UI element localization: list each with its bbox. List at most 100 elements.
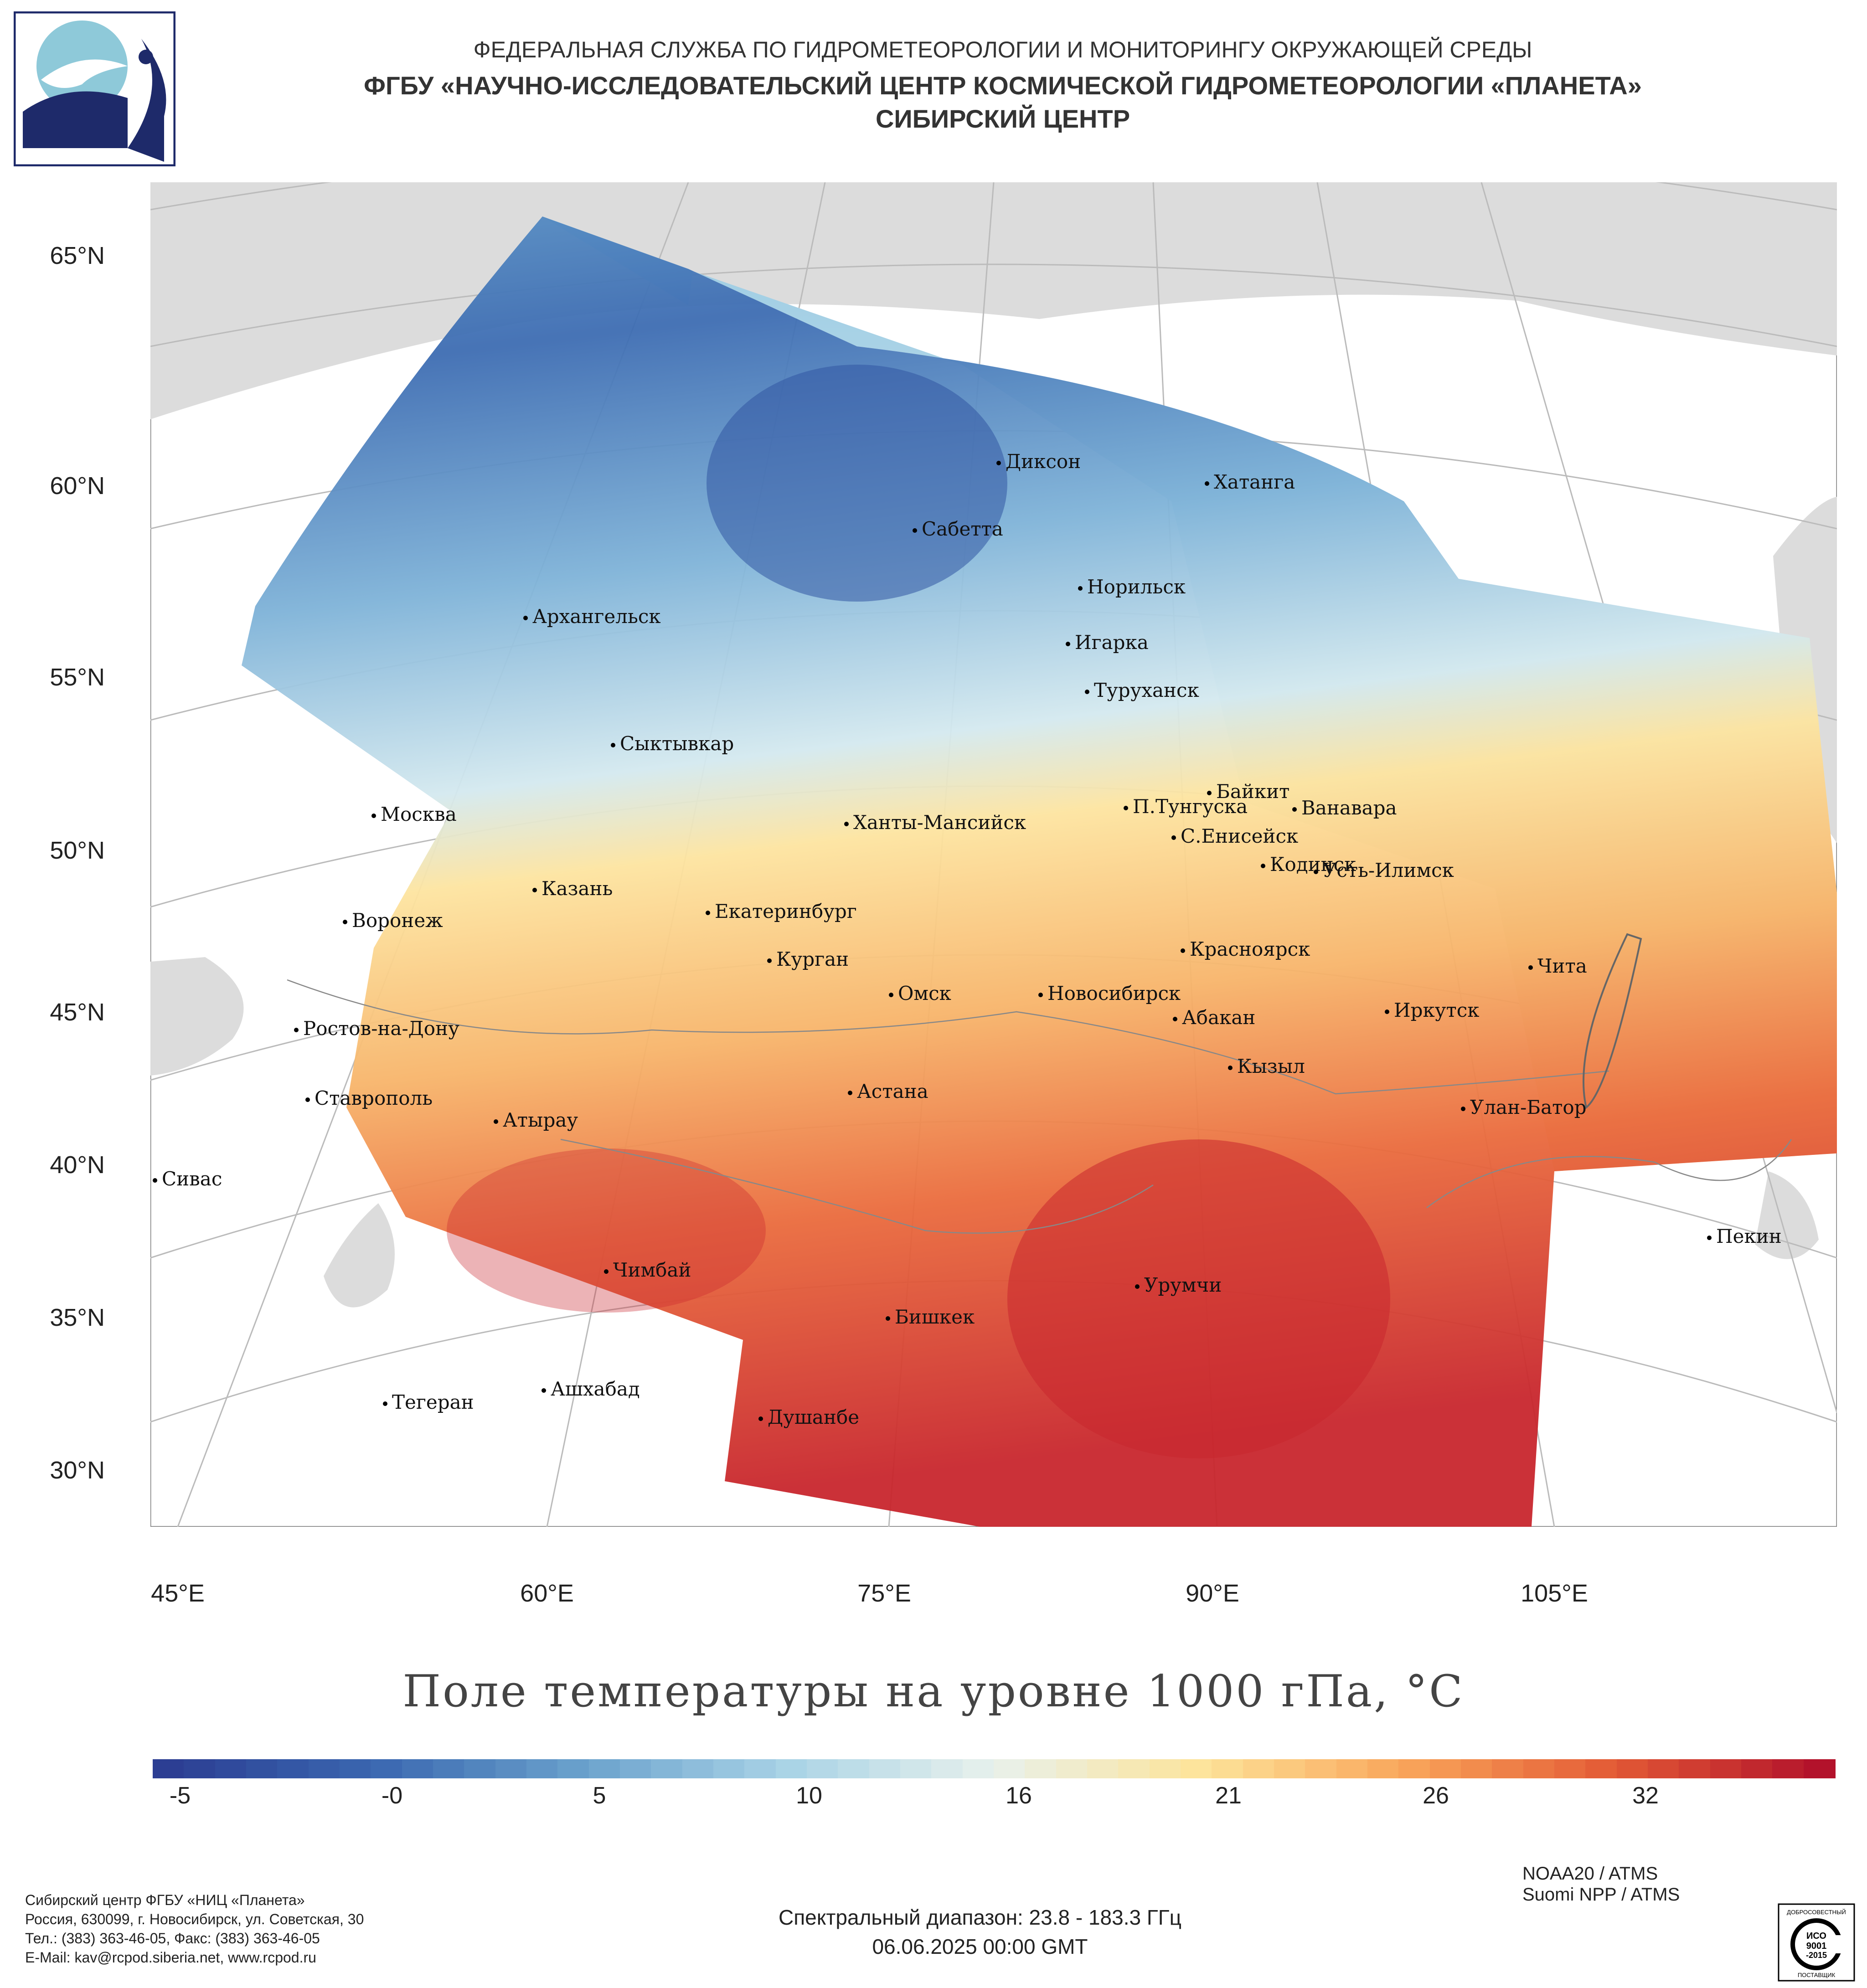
city-kyzyl: Кызыл [1228, 1055, 1305, 1077]
colorbar-segment [433, 1759, 465, 1778]
city-chita: Чита [1528, 955, 1587, 977]
city-dushanbe: Душанбе [758, 1406, 859, 1428]
city-krasnoyarsk: Красноярск [1181, 938, 1310, 960]
city-igarka: Игарка [1066, 631, 1149, 654]
satellite-line: Suomi NPP / ATMS [1522, 1885, 1680, 1905]
lat-label-55: 55°N [50, 664, 105, 691]
colorbar-segment [1087, 1759, 1119, 1778]
city-sabetta: Сабетта [913, 518, 1003, 540]
spectral-range: Спектральный диапазон: 23.8 - 183.3 ГГц [778, 1906, 1182, 1929]
colorbar-segment [682, 1759, 714, 1778]
contact-info: Сибирский центр ФГБУ «НИЦ «Планета» Росс… [25, 1890, 364, 1967]
city-baikit: Байкит [1207, 780, 1289, 803]
colorbar-tick: 10 [796, 1782, 822, 1809]
colorbar-segment [1243, 1759, 1275, 1778]
colorbar-segment [1305, 1759, 1337, 1778]
colorbar-segment [1803, 1759, 1836, 1778]
satellite-line: NOAA20 / ATMS [1522, 1864, 1658, 1884]
city-p-tunguska: П.Тунгуска [1124, 795, 1248, 818]
city-sivas: Сивас [153, 1168, 222, 1190]
colorbar-segment [1149, 1759, 1181, 1778]
map-title: Поле температуры на уровне 1000 гПа, °C [402, 1666, 1465, 1717]
iso-badge-icon: ДОБРОСОВЕСТНЫЙ ИСО 9001 -2015 ПОСТАВЩИК [1778, 1903, 1855, 1982]
city-arkhangelsk: Архангельск [523, 605, 661, 628]
colorbar-segment [807, 1759, 839, 1778]
colorbar-segment [1461, 1759, 1493, 1778]
colorbar-segment [557, 1759, 590, 1778]
colorbar-segment [931, 1759, 964, 1778]
colorbar-segment [651, 1759, 683, 1778]
lon-label-105: 105°E [1521, 1580, 1588, 1607]
lon-label-60: 60°E [520, 1580, 574, 1607]
city-ulan-bator: Улан-Батор [1461, 1096, 1587, 1118]
colorbar-segment [588, 1759, 621, 1778]
colorbar-tick: 32 [1632, 1782, 1659, 1809]
svg-text:ПОСТАВЩИК: ПОСТАВЩИК [1798, 1972, 1836, 1978]
colorbar-segment [1710, 1759, 1742, 1778]
city-yekaterinburg: Екатеринбург [706, 900, 857, 922]
lon-label-75: 75°E [857, 1580, 911, 1607]
colorbar-segment [1336, 1759, 1368, 1778]
contact-line: Тел.: (383) 363-46-05, Факс: (383) 363-4… [25, 1930, 320, 1947]
colorbar-segment [1523, 1759, 1555, 1778]
colorbar-segment [900, 1759, 933, 1778]
colorbar-segment [1492, 1759, 1524, 1778]
city-vanavara: Ванавара [1292, 797, 1397, 819]
city-chimbay: Чимбай [604, 1259, 691, 1281]
city-stavropol: Ставрополь [305, 1087, 433, 1109]
city-kurgan: Курган [767, 948, 849, 970]
city-dikson: Диксон [996, 450, 1081, 473]
colorbar-segment [1118, 1759, 1150, 1778]
colorbar-segment [308, 1759, 340, 1778]
colorbar-tick: 16 [1006, 1782, 1032, 1809]
lat-label-50: 50°N [50, 837, 105, 864]
lat-label-65: 65°N [50, 242, 105, 269]
colorbar-segment [994, 1759, 1026, 1778]
colorbar-segment [215, 1759, 247, 1778]
colorbar-tick: -0 [381, 1782, 403, 1809]
colorbar-segment [1056, 1759, 1088, 1778]
city-atyrau: Атырау [494, 1109, 578, 1131]
colorbar-tick: 26 [1423, 1782, 1449, 1809]
city-tehran: Тегеран [383, 1391, 474, 1413]
colorbar-segment [838, 1759, 870, 1778]
colorbar-segment [526, 1759, 559, 1778]
contact-line: Россия, 630099, г. Новосибирск, ул. Сове… [25, 1911, 364, 1927]
header-center: СИБИРСКИЙ ЦЕНТР [875, 104, 1130, 133]
lat-label-30: 30°N [50, 1457, 105, 1484]
city-urumqi: Урумчи [1135, 1274, 1222, 1296]
colorbar-tick: 21 [1215, 1782, 1242, 1809]
city-moscow: Москва [371, 803, 457, 825]
city-rostov: Ростов-на-Дону [294, 1017, 459, 1040]
city-beijing: Пекин [1707, 1225, 1782, 1247]
colorbar-segment [1772, 1759, 1805, 1778]
colorbar-segment [1429, 1759, 1462, 1778]
city-ashgabat: Ашхабад [542, 1378, 640, 1400]
lat-label-40: 40°N [50, 1151, 105, 1179]
lon-label-90: 90°E [1186, 1580, 1239, 1607]
contact-line: Сибирский центр ФГБУ «НИЦ «Планета» [25, 1892, 305, 1908]
city-khanty-mansiysk: Ханты-Мансийск [844, 811, 1026, 834]
colorbar-tick: 5 [593, 1782, 606, 1809]
satellite-info: NOAA20 / ATMS Suomi NPP / ATMS [1522, 1863, 1680, 1905]
header-institute: ФГБУ «НАУЧНО-ИССЛЕДОВАТЕЛЬСКИЙ ЦЕНТР КОС… [364, 71, 1642, 100]
colorbar-segment [184, 1759, 216, 1778]
colorbar-tick: -5 [169, 1782, 191, 1809]
contact-line: E-Mail: kav@rcpod.siberia.net, www.rcpod… [25, 1949, 316, 1966]
colorbar-segment [1367, 1759, 1400, 1778]
svg-text:ИСО: ИСО [1806, 1931, 1826, 1941]
colorbar-segment [869, 1759, 901, 1778]
city-abakan: Абакан [1173, 1006, 1255, 1029]
city-astana: Астана [848, 1080, 928, 1102]
svg-text:-2015: -2015 [1806, 1951, 1827, 1960]
colorbar-segment [1585, 1759, 1618, 1778]
colorbar-segment [744, 1759, 777, 1778]
colorbar-segment [277, 1759, 309, 1778]
color-bar [153, 1759, 1836, 1778]
colorbar-segment [1648, 1759, 1680, 1778]
colorbar-segment [371, 1759, 403, 1778]
planeta-logo [13, 11, 176, 167]
header-agency: ФЕДЕРАЛЬНАЯ СЛУЖБА ПО ГИДРОМЕТЕОРОЛОГИИ … [473, 37, 1532, 62]
lat-label-45: 45°N [50, 999, 105, 1026]
city-omsk: Омск [889, 982, 951, 1004]
